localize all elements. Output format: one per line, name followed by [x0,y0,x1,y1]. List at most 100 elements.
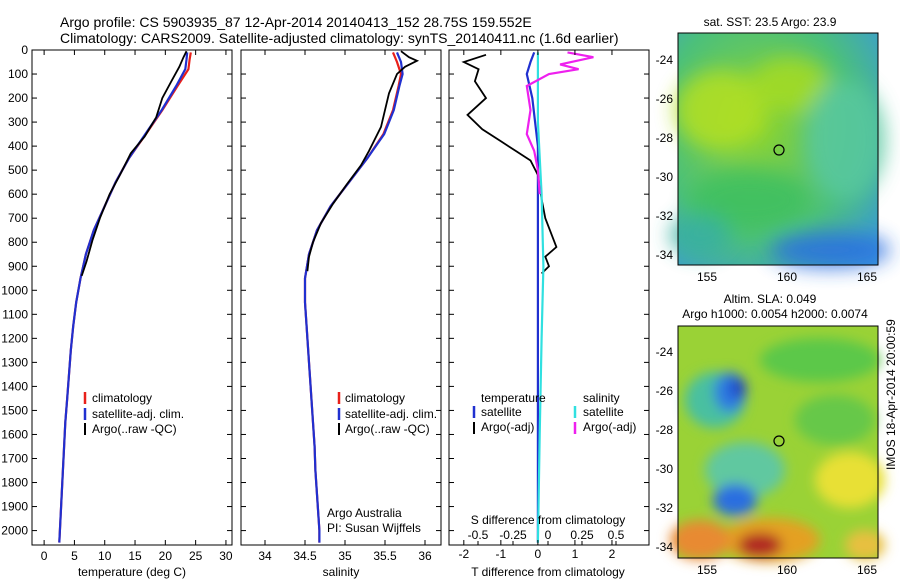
temperature-series-group [58,50,192,543]
legend-header-salinity: salinity [583,391,620,405]
s-difference-axis: S difference from climatology -0.5 -0.25… [468,513,626,542]
temperature-panel-frame [31,49,233,546]
s-tick: 0.5 [608,528,625,542]
y-tick-label: 1100 [2,307,28,321]
y-tick-label: 100 [8,67,28,81]
x-tick-label: 25 [189,549,203,563]
sst-map-title: sat. SST: 23.5 Argo: 23.9 [704,15,837,29]
x-tick-label: 20 [159,549,173,563]
sst-xtick: 165 [857,270,877,284]
sst-ytick: -24 [656,53,674,67]
series-line-black [461,53,558,275]
x-tick-label: 30 [219,549,233,563]
legend-label: Argo(..raw -QC) [92,422,177,436]
x-tick-label: 10 [98,549,112,563]
salinity-series-group [303,50,420,543]
s-difference-label: S difference from climatology [471,513,626,527]
y-tick-label: 2000 [1,524,28,538]
legend-label: climatology [345,391,405,405]
salinity-legend: climatology satellite-adj. clim. Argo(..… [327,391,437,535]
figure-title-line1: Argo profile: CS 5903935_87 12-Apr-2014 … [60,14,532,30]
legend-label: satellite [583,405,624,419]
difference-panel-frame [448,49,650,546]
legend-label: Argo(-adj) [583,420,636,434]
series-line-magenta [525,51,594,195]
s-tick: 0 [545,528,552,542]
sst-ytick: -32 [656,209,674,223]
y-tick-label: 1900 [1,500,28,514]
sla-ytick: -32 [656,501,674,515]
sla-argo-position-marker [773,435,785,447]
legend-label: satellite-adj. clim. [92,407,184,421]
x-tick-label: 0 [535,547,542,561]
x-tick-label: 2 [609,547,616,561]
sst-argo-position-marker [773,144,785,156]
y-tick-label: 700 [8,211,28,225]
sst-ytick: -28 [656,131,674,145]
y-tick-label: 1300 [1,355,28,369]
y-tick-label: 400 [8,139,28,153]
sla-map-ticks: 155 160 165 -24 -26 -28 -30 -32 -34 [656,345,878,577]
y-tick-label: 800 [8,235,28,249]
difference-legend: temperature salinity satellite Argo(-adj… [472,391,636,434]
legend-header-temperature: temperature [481,391,546,405]
salinity-annotation-line1: Argo Australia [327,506,402,520]
s-tick: 0.25 [570,528,594,542]
series-line-black [80,50,188,277]
figure-title-line2: Climatology: CARS2009. Satellite-adjuste… [60,30,619,46]
sst-map [670,32,890,268]
y-tick-label: 300 [8,115,28,129]
y-tick-label: 200 [8,91,28,105]
x-tick-label: 1 [572,547,579,561]
y-tick-label: 1000 [1,283,28,297]
sla-map-title-line2: Argo h1000: 0.0054 h2000: 0.0074 [682,307,868,321]
x-tick-label: 35 [338,549,352,563]
difference-xlabel: T difference from climatology [471,565,625,579]
y-tick-label: 500 [8,163,28,177]
sst-xtick: 155 [697,270,717,284]
y-tick-label: 1700 [1,451,28,465]
y-tick-label: 0 [21,43,28,57]
sla-xtick: 165 [857,563,877,577]
sst-ytick: -26 [656,92,674,106]
y-tick-label: 900 [8,259,28,273]
temperature-xlabel: temperature (deg C) [78,565,186,579]
x-tick-label: 34 [258,549,272,563]
sla-xtick: 155 [697,563,717,577]
x-tick-label: 15 [128,549,142,563]
salinity-panel-frame [240,49,442,546]
sst-xtick: 160 [777,270,797,284]
sla-ytick: -24 [656,345,674,359]
x-tick-label: 0 [41,549,48,563]
legend-label: climatology [92,391,152,405]
sst-map-ticks: 155 160 165 -24 -26 -28 -30 -32 -34 [656,53,878,284]
series-line-blue [58,52,189,543]
sst-ytick: -34 [656,248,674,262]
y-tick-label: 1200 [1,331,28,345]
salinity-xlabel: salinity [323,565,360,579]
series-line-blue [525,52,540,543]
series-line-blue [303,51,404,543]
temperature-legend: climatology satellite-adj. clim. Argo(..… [83,391,184,436]
series-line-black [306,50,420,272]
y-tick-label: 1400 [1,379,28,393]
imos-timestamp: IMOS 18-Apr-2014 20:00:59 [884,319,898,470]
salinity-annotation-line2: PI: Susan Wijffels [327,521,421,535]
sla-map-title-line1: Altim. SLA: 0.049 [724,292,817,306]
difference-series-group [461,51,594,543]
sla-map [670,325,885,562]
x-tick-label: -1 [496,547,507,561]
x-tick-label: 5 [71,549,78,563]
sla-ytick: -26 [656,384,674,398]
y-tick-label: 1600 [1,427,28,441]
x-tick-label: 36 [418,549,432,563]
legend-label: Argo(..raw -QC) [345,422,430,436]
legend-label: Argo(-adj) [481,420,534,434]
sla-ytick: -34 [656,540,674,554]
x-tick-label: 35.5 [373,549,397,563]
s-tick: -0.25 [499,528,527,542]
series-line-cyan [536,52,545,543]
legend-label: satellite-adj. clim. [345,407,437,421]
x-tick-label: 34.5 [293,549,317,563]
